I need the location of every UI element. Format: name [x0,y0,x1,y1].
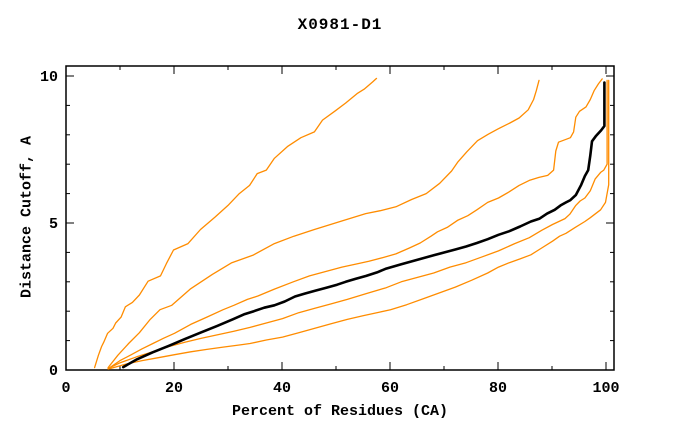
x-tick-label: 40 [273,380,291,397]
y-axis-label: Distance Cutoff, A [18,135,36,299]
y-tick-label: 0 [49,363,58,380]
series-orange-curve-5 [107,79,610,370]
series-orange-curve-4 [107,79,608,370]
x-tick-label: 0 [61,380,70,397]
chart-title: X0981-D1 [297,16,383,34]
series-orange-curve-3 [107,78,603,370]
plot-frame [65,65,615,371]
x-tick-label: 20 [165,380,183,397]
x-tick-label: 80 [489,380,507,397]
x-axis-label: Percent of Residues (CA) [231,403,449,420]
x-tick-label: 100 [592,380,619,397]
x-tick-label: 60 [381,380,399,397]
y-tick-label: 5 [49,216,58,233]
series-orange-curve-1 [93,77,378,369]
y-tick-label: 10 [40,69,58,86]
series-orange-curve-2 [107,79,540,369]
series-black-model-curve [121,81,606,369]
